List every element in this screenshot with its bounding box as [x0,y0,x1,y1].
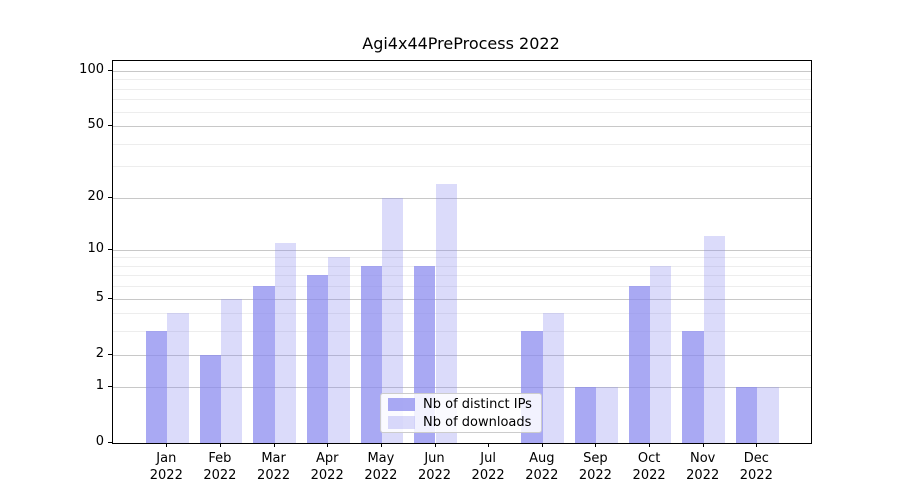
y-major-gridline [113,298,811,300]
x-tick-label: Jul 2022 [471,451,505,483]
y-tick-mark [108,196,112,198]
legend-swatch-distinct-ips [388,397,415,411]
y-major-gridline [113,387,811,389]
x-tick-mark [327,443,329,447]
x-tick-label: Feb 2022 [203,451,237,483]
y-minor-gridline [113,88,811,90]
y-minor-gridline [113,257,811,259]
y-major-gridline [113,71,811,72]
bar-distinct-ips [628,286,651,443]
x-tick-mark [488,443,490,447]
x-tick-label: Mar 2022 [257,451,291,483]
y-tick-label: 5 [95,289,104,305]
x-tick-label: Nov 2022 [686,451,720,483]
y-major-gridline [113,249,811,251]
y-minor-gridline [113,143,811,145]
legend-swatch-downloads [388,415,415,429]
bar-distinct-ips [306,275,329,443]
y-major-gridline [113,197,811,199]
chart-title: Agi4x44PreProcess 2022 [362,34,560,53]
y-minor-gridline [113,79,811,81]
y-minor-gridline [113,166,811,168]
y-tick-label: 50 [87,117,104,133]
y-tick-label: 2 [95,345,104,361]
legend-label-distinct-ips: Nb of distinct IPs [423,396,532,412]
bar-distinct-ips [145,331,168,443]
bar-downloads [650,265,672,443]
x-tick-mark [541,443,543,447]
y-minor-gridline [113,265,811,267]
x-tick-mark [756,443,758,447]
x-tick-label: Aug 2022 [525,451,559,483]
y-minor-gridline [113,99,811,101]
x-tick-label: Dec 2022 [739,451,773,483]
y-minor-gridline [113,111,811,113]
y-tick-mark [108,70,112,71]
y-tick-label: 10 [87,240,104,256]
y-tick-label: 20 [87,188,104,204]
y-minor-gridline [113,313,811,315]
y-minor-gridline [113,275,811,277]
bar-downloads [381,197,404,443]
y-tick-mark [108,248,112,250]
x-tick-mark [595,443,597,447]
bar-downloads [220,298,243,443]
bar-downloads [703,236,726,443]
y-tick-mark [108,442,112,443]
x-tick-mark [702,443,704,447]
y-tick-mark [108,353,112,355]
x-tick-label: Jun 2022 [417,451,452,483]
bar-downloads [274,242,296,443]
y-minor-gridline [113,331,811,333]
bar-distinct-ips [360,265,382,443]
bar-distinct-ips [682,331,704,443]
bar-downloads [596,387,618,443]
legend-item-downloads: Nb of downloads [388,415,534,430]
legend: Nb of distinct IPs Nb of downloads [380,393,542,433]
x-tick-mark [273,443,275,447]
y-tick-label: 0 [95,434,104,449]
legend-item-distinct-ips: Nb of distinct IPs [388,397,534,412]
plot-area: Nb of distinct IPs Nb of downloads [112,60,812,444]
y-tick-label: 1 [95,378,104,394]
bar-downloads [167,313,189,443]
x-tick-label: Jan 2022 [149,451,183,483]
bar-distinct-ips [253,286,275,443]
x-tick-mark [649,443,651,447]
bar-distinct-ips [575,387,597,443]
x-tick-mark [434,443,436,447]
bar-distinct-ips [735,387,758,443]
y-tick-mark [108,297,112,299]
y-tick-mark [108,125,112,127]
bar-downloads [542,313,565,443]
y-major-gridline [113,354,811,356]
x-tick-mark [380,443,382,447]
y-minor-gridline [113,286,811,288]
bar-downloads [757,387,779,443]
x-tick-label: May 2022 [364,451,398,483]
x-tick-label: Apr 2022 [310,451,344,483]
x-tick-mark [219,443,221,447]
x-tick-mark [166,443,168,447]
y-major-gridline [113,126,811,128]
y-tick-mark [108,386,112,388]
legend-label-downloads: Nb of downloads [423,414,532,430]
bar-downloads [435,183,457,443]
x-tick-label: Oct 2022 [632,451,666,483]
x-tick-label: Sep 2022 [578,451,612,483]
y-tick-label: 100 [79,62,104,77]
bar-downloads [328,257,350,443]
bar-distinct-ips [199,354,221,443]
